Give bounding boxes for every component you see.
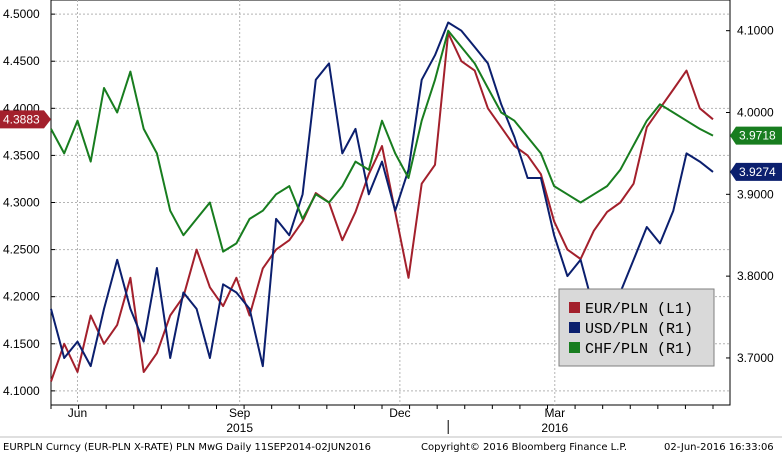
right-tick-label: 3.9000 (737, 187, 774, 201)
footer-source: EURPLN Curncy (EUR-PLN X-RATE) PLN MwG D… (3, 442, 371, 453)
legend-box (558, 288, 715, 367)
legend-swatch-eurpln (569, 302, 580, 313)
left-tick-label: 4.3500 (3, 148, 40, 162)
left-tick-label: 4.2000 (3, 290, 40, 304)
left-tick-label: 4.3000 (3, 196, 40, 210)
left-tick-label: 4.2500 (3, 243, 40, 257)
footer-copyright: Copyright© 2016 Bloomberg Finance L.P. (421, 442, 627, 453)
x-tick-label: Jun (68, 406, 87, 420)
left-tick-label: 4.1000 (3, 384, 40, 398)
series-line-eurpln (50, 32, 714, 382)
current-value-usdpln: 3.9274 (739, 165, 776, 179)
left-tick-label: 4.1500 (3, 337, 40, 351)
right-tick-label: 4.1000 (737, 24, 774, 38)
right-axis-ticks: 3.7000 3.8000 3.9000 4.0000 4.1000 (726, 24, 774, 365)
left-tick-label: 4.5000 (3, 7, 40, 21)
x-tick-label: Dec (389, 406, 410, 420)
x-year-label: 2016 (541, 421, 568, 435)
legend-label-usdpln: USD/PLN (R1) (585, 321, 693, 338)
left-tick-label: 4.4500 (3, 54, 40, 68)
x-axis-ticks: Jun Sep Dec Mar 2015 2016 (50, 405, 714, 435)
current-badge-eurpln (0, 110, 51, 129)
legend-swatch-chfpln (569, 342, 580, 353)
x-year-label: 2015 (226, 421, 253, 435)
legend-label-eurpln: EUR/PLN (L1) (585, 301, 693, 318)
series-line-chfpln (50, 29, 714, 253)
right-tick-label: 3.8000 (737, 269, 774, 283)
right-tick-label: 3.7000 (737, 351, 774, 365)
x-tick-label: Sep (229, 406, 251, 420)
legend-label-chfpln: CHF/PLN (R1) (585, 341, 693, 358)
left-axis-ticks: 4.10004.15004.20004.25004.30004.35004.40… (3, 7, 55, 398)
right-tick-label: 4.0000 (737, 106, 774, 120)
current-badge-chfpln (730, 126, 782, 145)
current-badge-usdpln (730, 162, 782, 181)
footer-timestamp: 02-Jun-2016 16:33:06 (664, 442, 774, 453)
current-value-eurpln: 4.3883 (3, 112, 40, 126)
current-value-labels: 4.3883 3.9274 3.9718 (0, 110, 782, 181)
current-value-chfpln: 3.9718 (739, 129, 776, 143)
x-tick-label: Mar (544, 406, 565, 420)
legend: EUR/PLN (L1) USD/PLN (R1) CHF/PLN (R1) (558, 288, 715, 367)
legend-swatch-usdpln (569, 322, 580, 333)
